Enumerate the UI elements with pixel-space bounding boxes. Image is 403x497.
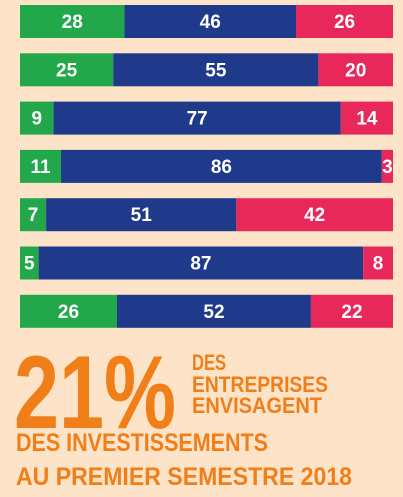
segment-label: 77 — [187, 109, 208, 130]
segment-label: 26 — [334, 12, 355, 33]
segment-label: 9 — [31, 109, 42, 130]
segment-label: 7 — [28, 205, 39, 226]
segment-label: 42 — [304, 205, 325, 226]
segment-label: 20 — [345, 60, 366, 81]
segment-label: 8 — [373, 254, 384, 275]
segment-label: 3 — [382, 157, 393, 178]
bar-segment — [318, 53, 393, 87]
callout-figure: 21% — [14, 335, 176, 451]
bar-segment — [20, 149, 62, 183]
bar-segment — [363, 246, 393, 280]
callout-line: ENTREPRISES — [192, 372, 328, 397]
bar-segment — [38, 246, 364, 280]
bar-segment — [46, 198, 237, 232]
bar-segment — [20, 198, 47, 232]
segment-label: 11 — [30, 157, 51, 178]
segment-label: 14 — [356, 109, 378, 130]
segment-label: 87 — [190, 254, 211, 275]
bar-segment — [20, 53, 114, 87]
callout-line: AU PREMIER SEMESTRE 2018 — [16, 463, 352, 491]
segment-label: 22 — [341, 302, 362, 323]
callout-line: DES INVESTISSEMENTS — [16, 429, 268, 457]
bar-segment — [61, 149, 382, 183]
bar-segment — [20, 101, 54, 135]
bar-segment — [20, 5, 125, 38]
bar-segment — [381, 149, 393, 183]
bar-segment — [20, 294, 117, 328]
bar-segment — [310, 294, 393, 328]
segment-label: 5 — [24, 254, 35, 275]
bar-segment — [124, 5, 297, 38]
bar-segment — [236, 198, 393, 232]
callout-line: ENVISAGENT — [192, 393, 323, 418]
bar-segment — [340, 101, 393, 135]
bar-segment — [113, 53, 319, 87]
segment-label: 52 — [203, 302, 224, 323]
segment-label: 51 — [131, 205, 153, 226]
bar-segment — [296, 5, 393, 38]
segment-label: 25 — [56, 60, 78, 81]
segment-label: 26 — [58, 302, 79, 323]
callout-line: DES — [192, 350, 226, 375]
segment-label: 28 — [62, 12, 83, 33]
segment-label: 55 — [205, 60, 227, 81]
bar-segment — [116, 294, 311, 328]
bar-segment — [20, 246, 39, 280]
segment-label: 86 — [211, 157, 232, 178]
bar-segment — [53, 101, 341, 135]
segment-label: 46 — [200, 12, 221, 33]
